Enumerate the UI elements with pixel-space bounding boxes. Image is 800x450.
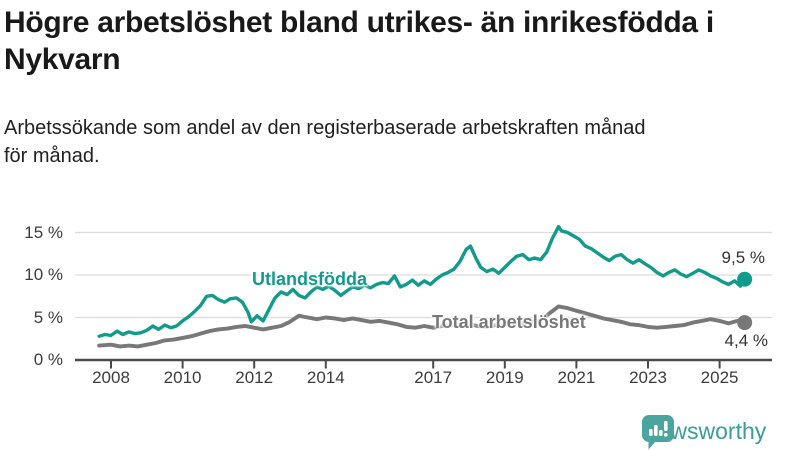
- page-title-line-1: Högre arbetslöshet bland utrikes- än inr…: [4, 6, 714, 39]
- x-axis-tick-label: 2008: [92, 368, 130, 387]
- page-title: Högre arbetslöshet bland utrikes- än inr…: [4, 4, 796, 78]
- series-label-total-arbetsloshet: Total arbetslöshet: [432, 312, 586, 332]
- end-value-utlandsfodda: 9,5 %: [721, 248, 765, 267]
- x-axis-tick-label: 2017: [414, 368, 453, 387]
- x-axis-tick-label: 2012: [235, 368, 274, 387]
- y-axis-tick-label: 10 %: [24, 265, 63, 284]
- logo-bar-chart-glyph: [649, 421, 668, 437]
- x-axis-tick-label: 2021: [557, 368, 596, 387]
- series-end-dot-0: [737, 271, 753, 287]
- y-axis-tick-label: 0 %: [33, 350, 63, 369]
- series-label-utlandsfodda: Utlandsfödda: [252, 269, 367, 289]
- end-value-total-arbetsloshet: 4,4 %: [724, 331, 768, 350]
- y-axis-tick-label: 15 %: [24, 222, 63, 242]
- y-axis-tick-label: 5 %: [33, 307, 63, 327]
- series-end-dot-1: [737, 315, 753, 331]
- series-line-0: [97, 224, 747, 338]
- newsworthy-logo-icon: [642, 415, 674, 450]
- x-axis-tick-label: 2019: [485, 368, 524, 387]
- chart-subtitle-line-1: Arbetssökande som andel av den registerb…: [4, 117, 646, 139]
- chart-subtitle-line-2: för månad.: [4, 145, 100, 167]
- x-axis-tick-label: 2010: [163, 368, 202, 387]
- x-axis-tick-label: 2023: [629, 368, 667, 387]
- x-axis-tick-label: 2014: [306, 368, 345, 387]
- chart-subtitle: Arbetssökande som andel av den registerb…: [4, 114, 796, 170]
- x-axis-tick-label: 2025: [700, 368, 739, 387]
- page-title-line-2: Nykvarn: [4, 43, 121, 76]
- newsworthy-branding: Newsworthy: [641, 414, 766, 450]
- series-line-1: [97, 304, 747, 349]
